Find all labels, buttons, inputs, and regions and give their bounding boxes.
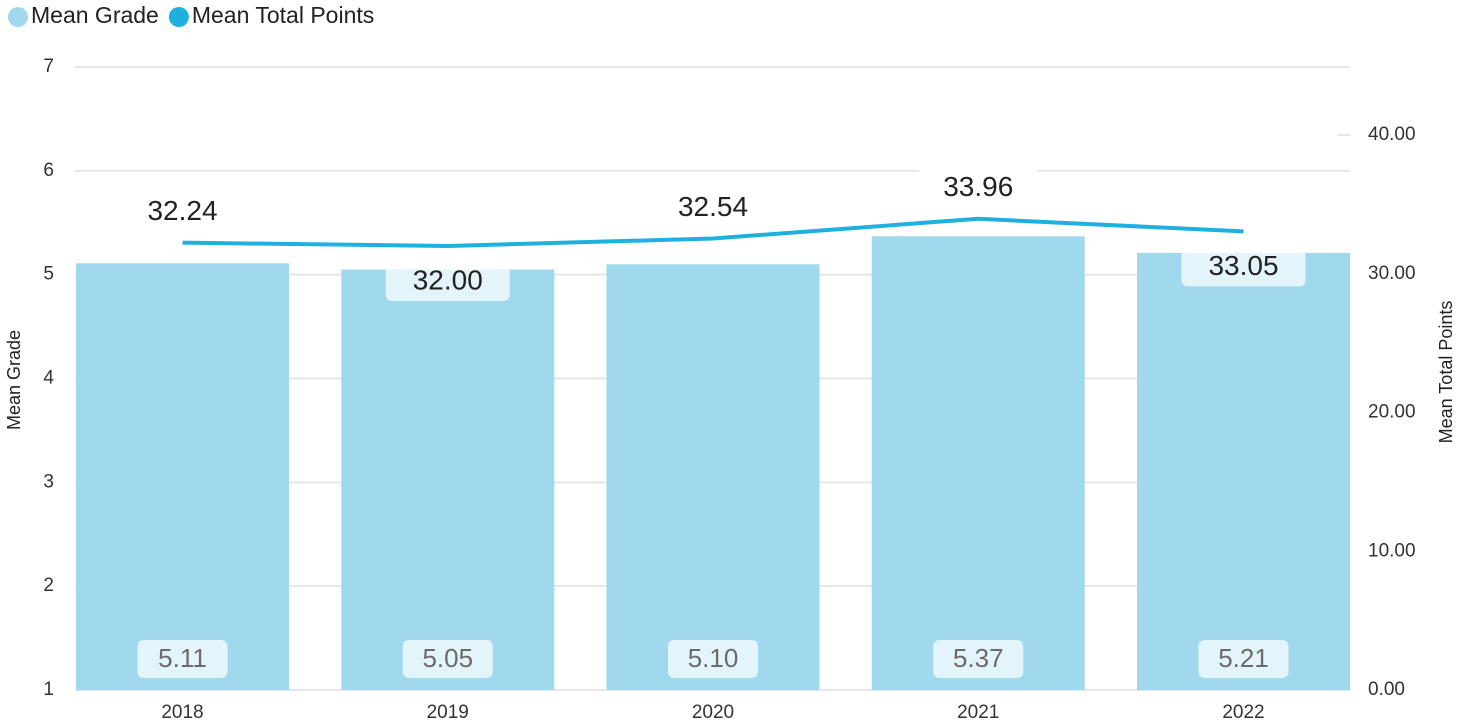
bar-value-label: 5.21 [1218, 643, 1269, 673]
bar-label-bg [668, 640, 758, 678]
line-label-bg [651, 189, 775, 228]
bar-label-bg [1198, 640, 1289, 678]
line-label-bg [120, 193, 245, 232]
bar [76, 263, 289, 690]
bar-value-label: 5.10 [688, 643, 739, 673]
legend-marker [8, 7, 28, 27]
legend-marker [168, 7, 189, 27]
y2-axis-title: Mean Total Points [1436, 301, 1456, 444]
legend-label: Mean Total Points [192, 2, 374, 28]
line-value-label: 32.00 [413, 264, 483, 295]
line-label-bg [916, 169, 1041, 208]
bar-label-bg [933, 640, 1024, 678]
bar [341, 269, 555, 690]
y-tick-label: 2 [43, 575, 54, 596]
y-tick-label: 6 [43, 160, 54, 181]
x-tick-label: 2020 [692, 702, 734, 723]
bar-label-bg [402, 640, 493, 678]
x-tick-label: 2018 [161, 702, 203, 723]
y2-tick-label: 0.00 [1368, 679, 1405, 700]
y-tick-label: 3 [43, 471, 54, 492]
legend-label: Mean Grade [31, 2, 159, 28]
bar [1137, 252, 1350, 690]
y2-tick-label: 40.00 [1368, 124, 1416, 145]
line-value-label: 33.96 [943, 171, 1013, 202]
bar [606, 264, 820, 690]
y-tick-label: 7 [43, 56, 54, 77]
bar-value-label: 5.11 [158, 643, 207, 673]
bar-label-bg [137, 640, 228, 678]
bar-value-label: 5.05 [422, 643, 473, 673]
x-tick-label: 2022 [1222, 702, 1264, 723]
y-tick-label: 5 [43, 264, 54, 285]
x-tick-label: 2019 [427, 702, 469, 723]
line [182, 216, 1244, 248]
x-tick-label: 2021 [957, 702, 999, 723]
y-axis-title: Mean Grade [4, 330, 24, 430]
y2-tick-label: 20.00 [1368, 402, 1416, 423]
line-label-bg [1181, 248, 1306, 287]
line-label-bg [385, 262, 510, 301]
y2-tick-label: 10.00 [1368, 540, 1416, 561]
bar-value-label: 5.37 [953, 643, 1004, 673]
y2-tick-label: 30.00 [1368, 263, 1416, 284]
bar [871, 236, 1085, 690]
line-value-label: 32.24 [147, 195, 217, 226]
line-value-label: 33.05 [1208, 250, 1278, 281]
y-tick-label: 1 [43, 679, 54, 700]
line-value-label: 32.54 [678, 191, 748, 222]
y-tick-label: 4 [43, 368, 54, 389]
